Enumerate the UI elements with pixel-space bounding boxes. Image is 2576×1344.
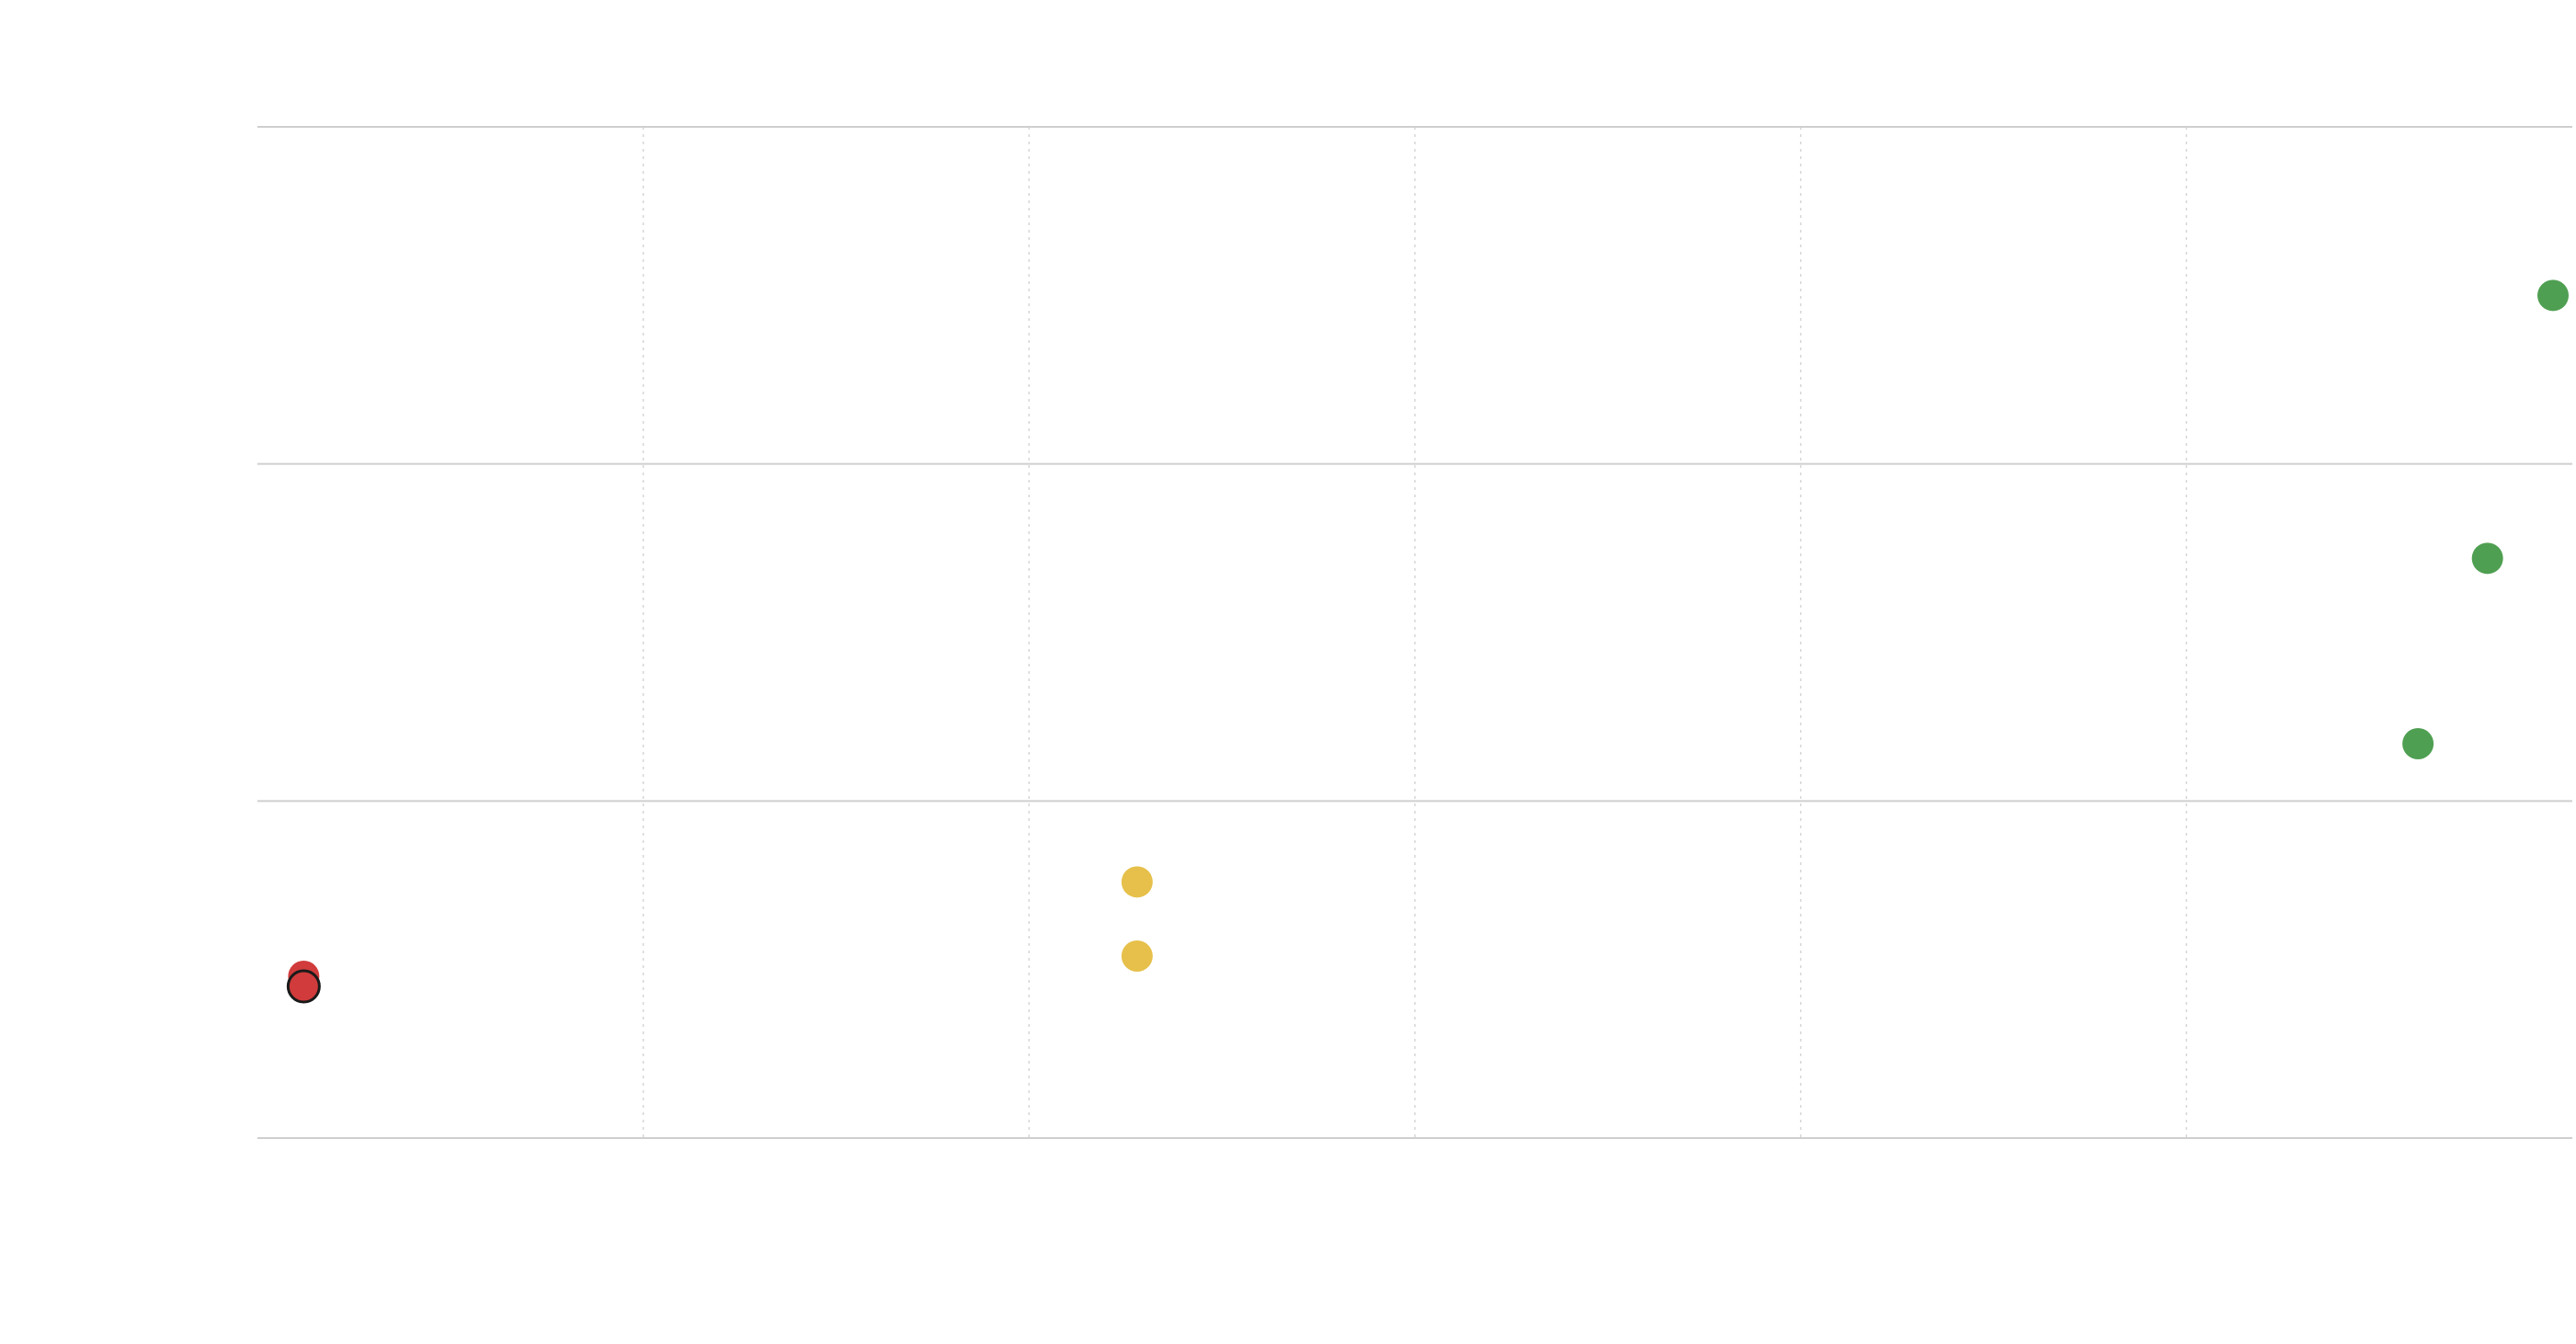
data-point bbox=[286, 969, 321, 1004]
data-point bbox=[2471, 542, 2503, 575]
data-point bbox=[2537, 279, 2570, 312]
data-point bbox=[1121, 940, 1153, 972]
data-point bbox=[2402, 728, 2434, 759]
data-points bbox=[286, 279, 2570, 1004]
grid-lines bbox=[257, 126, 2572, 1139]
data-point bbox=[1121, 866, 1153, 898]
